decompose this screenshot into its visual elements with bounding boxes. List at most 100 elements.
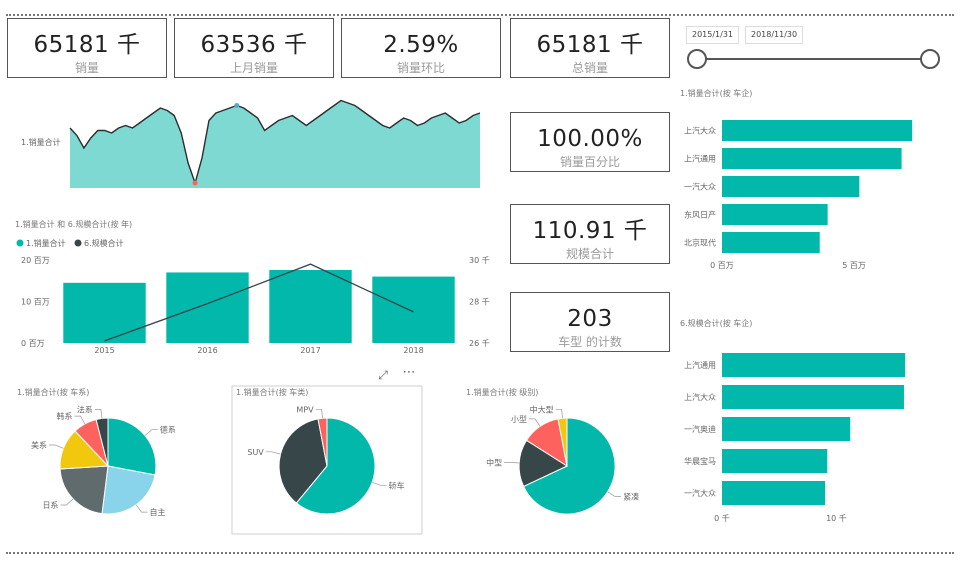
slider-start-handle[interactable]	[687, 49, 707, 69]
pie2-slice	[317, 417, 328, 467]
right-axis-tick: 26 千	[469, 338, 490, 348]
hbar1-category-label: 上汽大众	[684, 126, 716, 136]
hbar1-bar	[722, 204, 828, 225]
trend-area	[70, 100, 480, 188]
date-range-slider[interactable]	[680, 44, 950, 74]
sales-by-class-pie[interactable]: 1.销量合计(按 车类) 轿车 SUV MPV	[231, 385, 423, 536]
combo-bar	[166, 272, 249, 343]
slicer-end-date[interactable]: 2018/11/30	[745, 26, 804, 44]
pie2-leader-line	[372, 481, 387, 486]
top-divider	[6, 14, 954, 16]
kpi-value: 203	[567, 306, 613, 332]
kpi-label: 总销量	[571, 61, 608, 75]
pie2-title: 1.销量合计(按 车类)	[236, 387, 308, 397]
hbar1-category-label: 上汽通用	[684, 154, 716, 164]
pie3-slice	[518, 439, 569, 488]
right-axis-tick: 30 千	[469, 255, 490, 265]
combo-title: 1.销量合计 和 6.规模合计(按 年)	[15, 219, 132, 229]
left-axis-tick: 0 百万	[21, 339, 45, 348]
hbar1-title: 1.销量合计(按 车企)	[680, 88, 752, 98]
kpi-value: 63536 千	[200, 32, 308, 58]
kpi-value: 65181 千	[33, 32, 141, 58]
hbar2-bar	[722, 385, 904, 409]
kpi-value: 65181 千	[536, 32, 644, 58]
hbar2-bar	[722, 449, 828, 473]
kpi-sales[interactable]: 65181 千 销量	[7, 18, 167, 78]
sales-trend-area-chart[interactable]: 1.销量合计	[15, 88, 485, 198]
pie2-slice-label: 轿车	[389, 480, 405, 490]
kpi-label: 车型 的计数	[558, 335, 622, 349]
pie2-slice	[278, 418, 328, 504]
hbar1-bar	[722, 176, 860, 197]
kpi-label: 销量环比	[396, 61, 445, 75]
left-axis-tick: 10 百万	[21, 298, 50, 307]
more-options-icon[interactable]: ⋯	[402, 365, 416, 380]
pie3-slice-label: 中型	[486, 457, 502, 467]
hbar2-category-label: 华晨宝马	[684, 456, 716, 466]
pie2-slice-label: SUV	[247, 448, 264, 457]
hbar2-bar	[722, 417, 851, 441]
slider-end-handle[interactable]	[920, 49, 940, 69]
sales-scale-combo-chart[interactable]: 1.销量合计 和 6.规模合计(按 年) 1.销量合计 6.规模合计 0 百万 10 百…	[15, 218, 495, 358]
pie1-slice	[107, 417, 157, 476]
pie2-leader-line	[315, 408, 323, 419]
kpi-label: 上月销量	[229, 61, 278, 75]
kpi-sales-percent[interactable]: 100.00% 销量百分比	[510, 112, 670, 172]
left-axis-tick: 20 百万	[21, 256, 50, 265]
pie2-leader-line	[265, 451, 281, 455]
pie3-leader-line	[529, 418, 541, 427]
hbar2-x-tick: 0 千	[714, 513, 730, 523]
hbar2-bar	[722, 481, 825, 505]
hbar1-bar	[722, 232, 820, 253]
pie1-slice	[101, 465, 156, 515]
kpi-label: 销量百分比	[559, 155, 620, 169]
trend-min-point	[192, 180, 198, 186]
kpi-last-month-sales[interactable]: 63536 千 上月销量	[174, 18, 334, 78]
hbar1-category-label: 北京现代	[684, 238, 716, 248]
slicer-start-date[interactable]: 2015/1/31	[686, 26, 740, 44]
pie1-slice-label: 德系	[160, 425, 176, 435]
kpi-scale-total[interactable]: 110.91 千 规模合计	[510, 204, 670, 264]
pie1-slice-label: 韩系	[57, 411, 73, 421]
pie3-title: 1.销量合计(按 级别)	[466, 387, 538, 397]
kpi-value: 110.91 千	[532, 218, 648, 244]
combo-bar	[372, 276, 455, 343]
kpi-mom-ratio[interactable]: 2.59% 销量环比	[341, 18, 501, 78]
pie1-leader-line	[144, 429, 158, 436]
pie1-leader-line	[135, 504, 148, 513]
hbar2-bar	[722, 353, 906, 377]
kpi-total-sales[interactable]: 65181 千 总销量	[510, 18, 670, 78]
pie1-slice-label: 日系	[42, 500, 58, 510]
hbar2-category-label: 上汽通用	[684, 360, 716, 370]
hbar2-category-label: 上汽大众	[684, 392, 716, 402]
kpi-label: 销量	[74, 61, 99, 75]
hbar1-x-tick: 0 百万	[710, 261, 734, 270]
kpi-value: 2.59%	[383, 32, 459, 58]
hbar2-category-label: 一汽大众	[684, 488, 716, 498]
kpi-label: 规模合计	[565, 247, 614, 261]
pie1-leader-line	[60, 498, 74, 506]
hbar1-x-tick: 5 百万	[842, 261, 866, 270]
pie3-slice-label: 小型	[511, 415, 527, 424]
pie2-slice	[295, 417, 376, 515]
combo-bar	[269, 269, 352, 343]
hbar2-x-tick: 10 千	[826, 513, 847, 523]
hbar1-category-label: 东风日产	[684, 210, 716, 220]
trend-max-point	[234, 103, 240, 108]
combo-bar	[63, 282, 146, 343]
hbar1-bar	[722, 120, 913, 141]
combo-x-tick: 2017	[300, 346, 320, 355]
right-axis-tick: 28 千	[469, 297, 490, 307]
pie1-leader-line	[49, 444, 64, 449]
trend-line	[69, 99, 481, 186]
expand-icon[interactable]: ⤢	[378, 368, 388, 382]
pie1-title: 1.销量合计(按 车系)	[17, 387, 89, 397]
bottom-divider	[6, 552, 954, 554]
pie1-leader-line	[94, 409, 103, 419]
kpi-model-count[interactable]: 203 车型 的计数	[510, 292, 670, 352]
